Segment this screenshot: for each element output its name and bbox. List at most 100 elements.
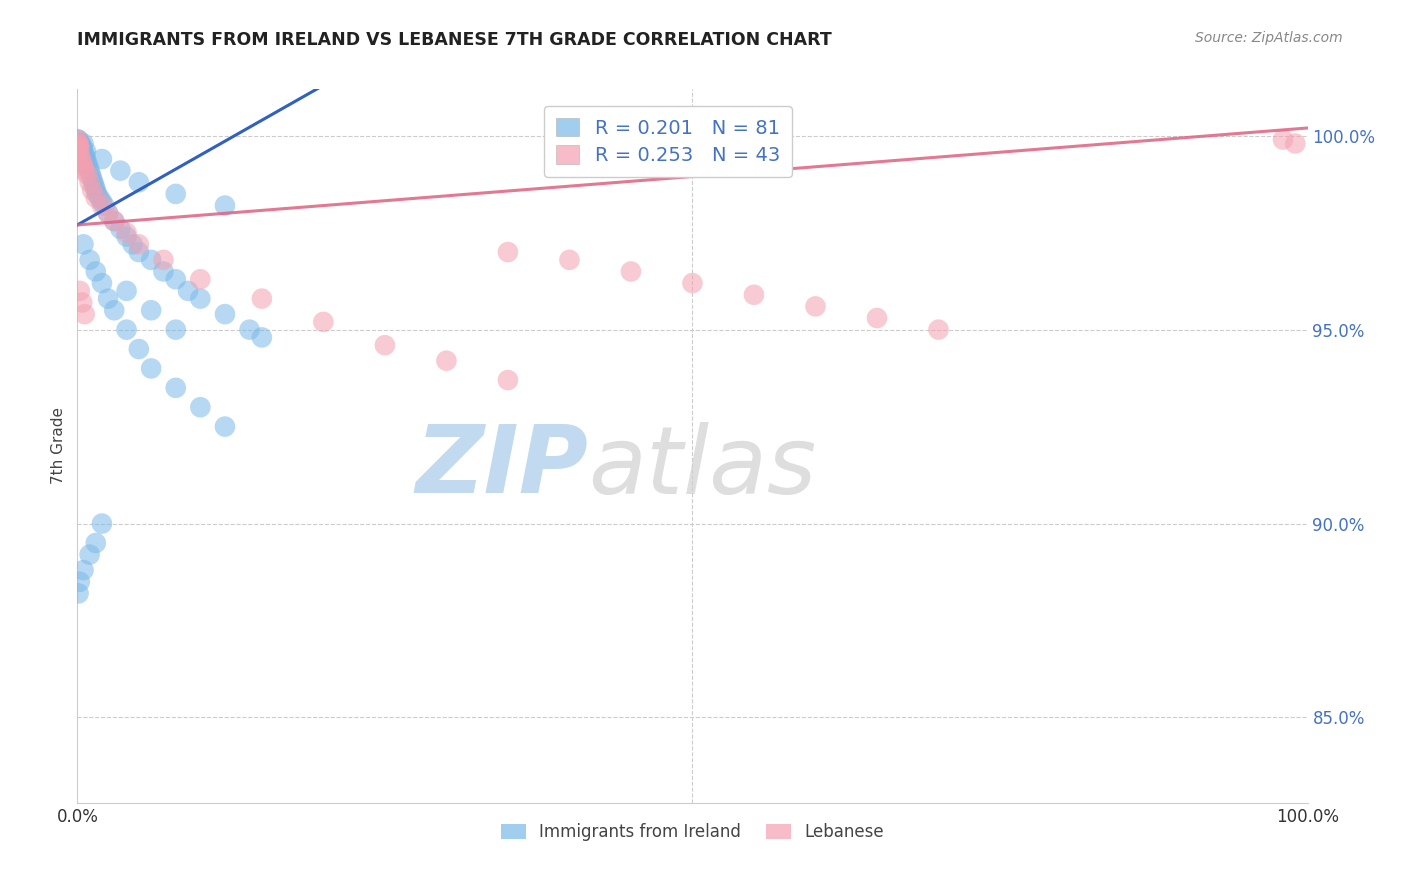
Point [250, 330, 273, 344]
Point [312, 315, 335, 329]
Point [90, 152, 114, 166]
Point [70, 156, 93, 170]
Point [66, 140, 89, 154]
Point [682, 276, 704, 290]
Point [128, 342, 150, 356]
Point [84, 264, 107, 278]
Point [742, 287, 765, 301]
Point [80, 168, 103, 182]
Point [66, 145, 89, 159]
Point [866, 311, 889, 326]
Point [72, 237, 94, 252]
Point [121, 237, 143, 252]
Y-axis label: 7th Grade: 7th Grade [51, 408, 66, 484]
Point [66, 156, 89, 170]
Point [67, 136, 90, 151]
Point [89, 191, 111, 205]
Point [70, 136, 93, 151]
Legend: Immigrants from Ireland, Lebanese: Immigrants from Ireland, Lebanese [494, 817, 891, 848]
Point [72, 136, 94, 151]
Point [67, 145, 90, 159]
Point [70, 152, 93, 166]
Point [496, 373, 519, 387]
Point [79, 548, 101, 562]
Point [66, 152, 89, 166]
Point [69, 145, 91, 159]
Point [165, 323, 187, 337]
Point [66, 136, 89, 151]
Point [214, 307, 236, 321]
Point [250, 292, 273, 306]
Point [76, 156, 98, 170]
Point [928, 323, 950, 337]
Point [82, 175, 104, 189]
Point [115, 229, 138, 244]
Point [115, 284, 138, 298]
Point [83, 179, 105, 194]
Point [90, 516, 114, 531]
Point [79, 163, 101, 178]
Point [77, 160, 100, 174]
Point [620, 264, 643, 278]
Point [67, 148, 90, 162]
Point [72, 145, 94, 159]
Point [72, 563, 94, 577]
Point [67, 586, 90, 600]
Point [79, 252, 101, 267]
Point [558, 252, 581, 267]
Point [66, 133, 89, 147]
Point [128, 245, 150, 260]
Point [128, 175, 150, 189]
Point [66, 140, 89, 154]
Point [67, 133, 90, 147]
Point [86, 186, 108, 201]
Point [66, 145, 89, 159]
Point [84, 536, 107, 550]
Point [76, 168, 98, 182]
Point [73, 163, 96, 178]
Point [239, 323, 262, 337]
Point [66, 133, 89, 147]
Point [165, 381, 187, 395]
Point [214, 198, 236, 212]
Point [152, 252, 174, 267]
Point [66, 140, 89, 154]
Point [188, 272, 212, 286]
Point [70, 295, 93, 310]
Point [66, 148, 89, 162]
Point [67, 140, 90, 154]
Text: atlas: atlas [588, 422, 815, 513]
Text: Source: ZipAtlas.com: Source: ZipAtlas.com [1195, 31, 1343, 45]
Point [73, 307, 96, 321]
Point [79, 175, 101, 189]
Point [141, 252, 163, 267]
Point [67, 152, 90, 166]
Point [75, 152, 97, 166]
Point [90, 194, 114, 209]
Point [73, 148, 96, 162]
Point [115, 226, 138, 240]
Point [804, 299, 827, 313]
Point [69, 140, 91, 154]
Text: ZIP: ZIP [415, 421, 588, 514]
Point [67, 136, 90, 151]
Point [97, 206, 120, 220]
Point [70, 140, 93, 154]
Point [141, 303, 163, 318]
Point [128, 237, 150, 252]
Point [82, 171, 104, 186]
Point [93, 198, 115, 212]
Point [97, 206, 120, 220]
Point [374, 338, 396, 352]
Point [436, 353, 458, 368]
Point [69, 148, 91, 162]
Point [69, 136, 91, 151]
Point [110, 163, 132, 178]
Point [67, 140, 90, 154]
Point [84, 183, 107, 197]
Point [141, 361, 163, 376]
Point [70, 140, 93, 154]
Point [496, 245, 519, 260]
Point [84, 191, 107, 205]
Point [165, 272, 187, 286]
